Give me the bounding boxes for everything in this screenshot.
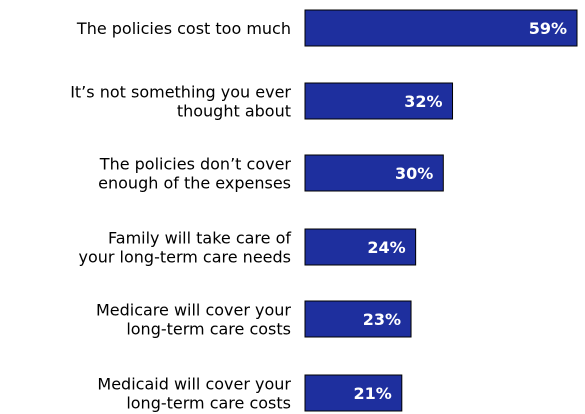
category-labels: The policies cost too much It’s not somet… (70, 19, 291, 413)
category-label-1-line-0: It’s not something you ever (70, 83, 291, 102)
category-label-5-line-1: long-term care costs (126, 394, 291, 413)
category-label-4-line-1: long-term care costs (126, 320, 291, 339)
value-label-3: 24% (367, 238, 405, 257)
category-label-3-line-1: your long-term care needs (78, 248, 291, 267)
bar-4 (304, 300, 412, 338)
bar-2 (304, 154, 444, 192)
category-label-0: The policies cost too much (76, 19, 291, 38)
category-label-0-line-0: The policies cost too much (76, 19, 291, 38)
bar-0 (304, 9, 578, 47)
value-label-2: 30% (395, 164, 433, 183)
category-label-1: It’s not something you ever thought about (70, 83, 291, 121)
category-label-2: The policies don’t cover enough of the ex… (98, 155, 291, 193)
value-labels: 59% 32% 30% 24% 23% 21% (354, 19, 567, 403)
category-label-2-line-0: The policies don’t cover (99, 155, 292, 174)
bar-5 (304, 374, 403, 412)
category-label-2-line-1: enough of the expenses (98, 174, 291, 193)
value-label-0: 59% (529, 19, 567, 38)
category-label-4-line-0: Medicare will cover your (96, 301, 291, 320)
bars (304, 9, 578, 412)
category-label-3: Family will take care of your long-term c… (78, 229, 291, 267)
category-label-4: Medicare will cover your long-term care c… (96, 301, 291, 339)
bar-1 (304, 82, 454, 120)
category-label-5: Medicaid will cover your long-term care c… (97, 375, 291, 413)
value-label-4: 23% (363, 310, 401, 329)
value-label-1: 32% (404, 92, 442, 111)
category-label-5-line-0: Medicaid will cover your (97, 375, 291, 394)
bar-3 (304, 228, 417, 266)
category-label-3-line-0: Family will take care of (108, 229, 291, 248)
value-label-5: 21% (354, 384, 392, 403)
category-label-1-line-1: thought about (177, 102, 291, 121)
